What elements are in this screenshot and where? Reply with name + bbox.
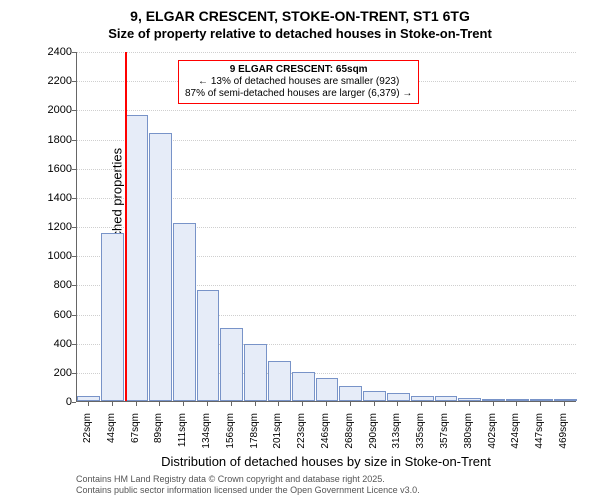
histogram-bar <box>530 399 553 401</box>
histogram-bar <box>554 399 577 401</box>
histogram-bar <box>220 328 243 401</box>
y-tick-label: 1200 <box>22 221 72 233</box>
annotation-box: 9 ELGAR CRESCENT: 65sqm← 13% of detached… <box>178 60 419 104</box>
histogram-bar <box>363 391 386 401</box>
y-tick-label: 2200 <box>22 75 72 87</box>
histogram-bar <box>268 361 291 401</box>
histogram-bar <box>292 372 315 401</box>
plot-area: 9 ELGAR CRESCENT: 65sqm← 13% of detached… <box>76 52 576 402</box>
y-tick-label: 0 <box>22 396 72 408</box>
gridline <box>77 52 576 53</box>
y-tick-label: 1800 <box>22 134 72 146</box>
marker-line <box>125 52 127 401</box>
x-axis-label: Distribution of detached houses by size … <box>76 454 576 469</box>
annotation-line-larger: 87% of semi-detached houses are larger (… <box>185 88 412 100</box>
credit-line-1: Contains HM Land Registry data © Crown c… <box>76 474 385 484</box>
histogram-bar <box>244 344 267 401</box>
histogram-bar <box>125 115 148 401</box>
gridline <box>77 110 576 111</box>
histogram-bar <box>482 399 505 401</box>
chart-container: 9, ELGAR CRESCENT, STOKE-ON-TRENT, ST1 6… <box>0 0 600 500</box>
chart-subtitle: Size of property relative to detached ho… <box>0 26 600 41</box>
y-tick-label: 1400 <box>22 192 72 204</box>
y-tick-label: 2000 <box>22 104 72 116</box>
histogram-bar <box>197 290 220 401</box>
histogram-bar <box>435 396 458 401</box>
y-tick-label: 600 <box>22 309 72 321</box>
credit-line-2: Contains public sector information licen… <box>76 485 420 495</box>
histogram-bar <box>77 396 100 401</box>
histogram-bar <box>101 233 124 401</box>
histogram-bar <box>173 223 196 401</box>
y-tick-label: 1600 <box>22 163 72 175</box>
chart-title: 9, ELGAR CRESCENT, STOKE-ON-TRENT, ST1 6… <box>0 8 600 24</box>
histogram-bar <box>411 396 434 401</box>
y-tick-label: 200 <box>22 367 72 379</box>
histogram-bar <box>149 133 172 401</box>
histogram-bar <box>339 386 362 401</box>
histogram-bar <box>506 399 529 401</box>
histogram-bar <box>316 378 339 401</box>
histogram-bar <box>387 393 410 401</box>
annotation-line-smaller: ← 13% of detached houses are smaller (92… <box>185 76 412 88</box>
credits-text: Contains HM Land Registry data © Crown c… <box>76 474 576 496</box>
y-tick-label: 2400 <box>22 46 72 58</box>
histogram-bar <box>458 398 481 401</box>
y-tick-label: 1000 <box>22 250 72 262</box>
annotation-title: 9 ELGAR CRESCENT: 65sqm <box>185 64 412 76</box>
y-tick-label: 400 <box>22 338 72 350</box>
y-tick-label: 800 <box>22 279 72 291</box>
